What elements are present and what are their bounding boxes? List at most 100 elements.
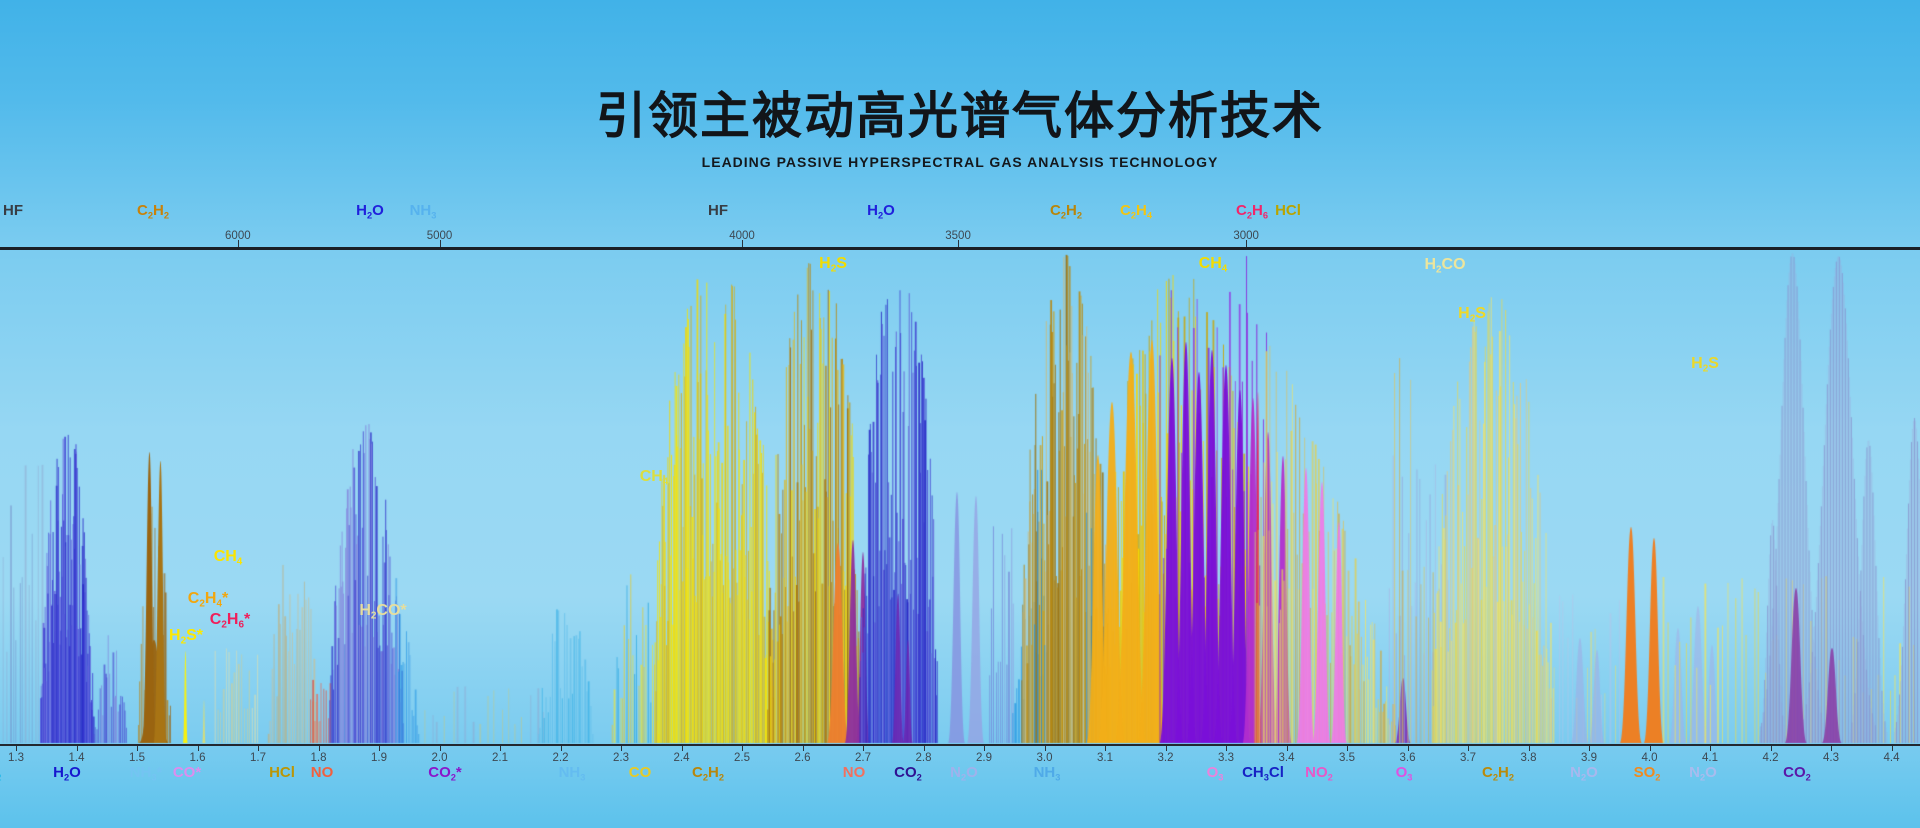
bottom-axis-tick-44 xyxy=(1891,746,1893,751)
bottom-axis-tick-label-40: 4.0 xyxy=(1641,752,1658,764)
bottom-axis-tick-label-31: 3.1 xyxy=(1097,752,1113,764)
bottom-axis-tick-16 xyxy=(197,746,199,751)
bottom-gas-label-n2o-12: N2O xyxy=(950,764,978,783)
bottom-axis-tick-label-15: 1.5 xyxy=(129,752,145,764)
bottom-gas-label-ch3cl-15: CH3Cl xyxy=(1242,764,1284,783)
bottom-gas-label-co-8: CO xyxy=(628,764,652,781)
bottom-gas-label-no-10: NO xyxy=(842,764,866,781)
bottom-axis-tick-label-38: 3.8 xyxy=(1520,752,1537,764)
bottom-axis-tick-40 xyxy=(1649,746,1651,751)
bottom-axis-tick-23 xyxy=(621,746,622,751)
bottom-gas-label-no2-16: NO2 xyxy=(1305,764,1333,783)
bottom-axis-tick-label-20: 2.0 xyxy=(431,752,448,764)
top-gas-label-h2o-2: H2O xyxy=(356,202,384,221)
bottom-axis-tick-label-32: 3.2 xyxy=(1157,752,1174,764)
bottom-axis-tick-15 xyxy=(137,746,138,751)
bottom-axis-tick-20 xyxy=(439,746,441,751)
page-subtitle: LEADING PASSIVE HYPERSPECTRAL GAS ANALYS… xyxy=(701,154,1219,170)
inplot-gas-label-ch4-6: CH4 xyxy=(213,548,243,568)
top-gas-label-c2h6-8: C2H6 xyxy=(1235,202,1269,221)
bottom-axis-tick-32 xyxy=(1165,746,1167,751)
bottom-axis-tick-label-37: 3.7 xyxy=(1460,752,1476,764)
bottom-axis-tick-label-44: 4.4 xyxy=(1883,752,1900,764)
bottom-axis-tick-label-39: 3.9 xyxy=(1581,752,1597,764)
bottom-axis-tick-label-13: 1.3 xyxy=(8,752,24,764)
bottom-gas-label-co-3: CO* xyxy=(172,764,202,781)
bottom-axis-tick-label-17: 1.7 xyxy=(250,752,266,764)
bottom-axis-tick-label-18: 1.8 xyxy=(310,752,327,764)
top-axis-line xyxy=(0,247,1920,250)
inplot-gas-label-ch4-1: CH4 xyxy=(1198,255,1228,275)
top-gas-label-nh3-3: NH3 xyxy=(409,202,437,221)
inplot-gas-label-h2co-10: H2CO* xyxy=(359,602,407,622)
bottom-axis-tick-label-24: 2.4 xyxy=(673,752,690,764)
bottom-axis-tick-38 xyxy=(1528,746,1530,751)
bottom-axis-tick-26 xyxy=(802,746,804,751)
bottom-axis-tick-17 xyxy=(258,746,259,751)
inplot-gas-label-c2h6-8: C2H6* xyxy=(209,611,251,631)
bottom-gas-label-hcl-4: HCl xyxy=(269,764,295,781)
top-gas-label-h2o-5: H2O xyxy=(867,202,895,221)
top-axis-tick-3500 xyxy=(958,240,960,247)
bottom-axis-tick-31 xyxy=(1105,746,1106,751)
bottom-axis-tick-33 xyxy=(1226,746,1227,751)
page-title: 引领主被动高光谱气体分析技术 xyxy=(596,88,1324,144)
bottom-axis-tick-label-14: 1.4 xyxy=(68,752,85,764)
bottom-gas-label-no-5: NO xyxy=(310,764,334,781)
top-axis-tick-3000 xyxy=(1246,240,1248,247)
bottom-axis-tick-14 xyxy=(76,746,78,751)
bottom-axis-tick-28 xyxy=(923,746,925,751)
top-axis-tick-5000 xyxy=(439,240,441,247)
bottom-axis-tick-label-23: 2.3 xyxy=(613,752,629,764)
bottom-axis-tick-21 xyxy=(500,746,501,751)
bottom-gas-label-so2-20: SO2 xyxy=(1633,764,1661,783)
bottom-gas-label-co2-11: CO2 xyxy=(894,764,922,783)
bottom-axis-tick-35 xyxy=(1347,746,1348,751)
bottom-axis-line xyxy=(0,744,1920,746)
bottom-axis-tick-27 xyxy=(863,746,864,751)
bottom-axis-tick-19 xyxy=(379,746,380,751)
bottom-gas-label-nh3-2: NH3* xyxy=(129,764,163,783)
top-axis-tick-label-4000: 4000 xyxy=(729,230,755,242)
bottom-gas-label-n2o-21: N2O xyxy=(1689,764,1717,783)
bottom-gas-label-h2o-1: H2O xyxy=(53,764,81,783)
inplot-gas-label-h2s-4: H2S xyxy=(1691,355,1719,375)
bottom-axis-tick-30 xyxy=(1044,746,1046,751)
bottom-axis-tick-41 xyxy=(1710,746,1711,751)
bottom-axis-tick-34 xyxy=(1286,746,1288,751)
bottom-axis-tick-label-21: 2.1 xyxy=(492,752,508,764)
bottom-axis-tick-25 xyxy=(742,746,743,751)
bottom-axis-tick-22 xyxy=(560,746,562,751)
inplot-gas-label-c2h4-7: C2H4* xyxy=(187,590,229,610)
bottom-axis-tick-label-35: 3.5 xyxy=(1339,752,1355,764)
bottom-axis-tick-label-42: 4.2 xyxy=(1762,752,1779,764)
inplot-gas-label-ch4-5: CH4 xyxy=(639,468,669,488)
bottom-gas-label-c2h2-9: C2H2 xyxy=(691,764,725,783)
bottom-gas-label-n2o-19: N2O xyxy=(1570,764,1598,783)
bottom-axis-tick-label-22: 2.2 xyxy=(552,752,569,764)
top-axis-tick-label-6000: 6000 xyxy=(225,230,251,242)
bottom-gas-label-co2-22: CO2 xyxy=(1783,764,1811,783)
bottom-axis-tick-label-29: 2.9 xyxy=(976,752,992,764)
inplot-gas-label-h2s-0: H2S xyxy=(819,255,847,275)
inplot-gas-label-h2s-9: H2S* xyxy=(169,627,203,647)
bottom-gas-label-o3-17: O3 xyxy=(1395,764,1413,783)
top-axis-tick-label-3500: 3500 xyxy=(945,230,971,242)
bottom-axis-tick-42 xyxy=(1770,746,1772,751)
top-gas-label-c2h4-7: C2H4 xyxy=(1119,202,1153,221)
bottom-axis-tick-label-43: 4.3 xyxy=(1823,752,1839,764)
bottom-axis-tick-label-16: 1.6 xyxy=(189,752,206,764)
top-axis-tick-label-3000: 3000 xyxy=(1233,230,1259,242)
bottom-axis-tick-label-19: 1.9 xyxy=(371,752,387,764)
bottom-axis-tick-label-34: 3.4 xyxy=(1278,752,1295,764)
bottom-axis-tick-label-33: 3.3 xyxy=(1218,752,1234,764)
bottom-axis-tick-label-27: 2.7 xyxy=(855,752,871,764)
top-axis-tick-4000 xyxy=(742,240,743,247)
bottom-axis-tick-13 xyxy=(16,746,17,751)
bottom-gas-label-o2-0: O2 xyxy=(0,765,1,782)
bottom-axis-tick-43 xyxy=(1831,746,1832,751)
bottom-gas-label-nh3-7: NH3 xyxy=(558,764,586,783)
top-gas-label-c2h2-6: C2H2 xyxy=(1049,202,1083,221)
